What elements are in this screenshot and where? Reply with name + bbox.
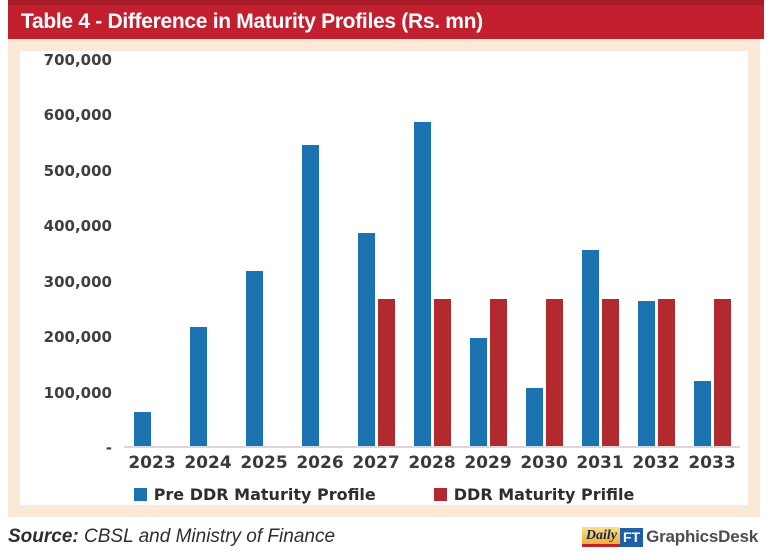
x-tick-label-2027: 2027 bbox=[352, 453, 400, 473]
chart-legend: Pre DDR Maturity Profile DDR Maturity Pri… bbox=[20, 485, 748, 504]
chart-panel: 700,000 600,000 500,000 400,000 300,000 200,0… bbox=[8, 39, 760, 517]
bar-group-2030 bbox=[516, 60, 572, 446]
title-bar: Table 4 - Difference in Maturity Profile… bbox=[8, 0, 764, 39]
y-tick-label: 700,000 bbox=[43, 51, 112, 69]
footer: Source: CBSL and Ministry of Finance Dai… bbox=[8, 517, 760, 557]
bar-2026-pre-ddr-maturity-profile bbox=[301, 145, 319, 446]
x-tick-label-2032: 2032 bbox=[632, 453, 680, 473]
bar-2025-pre-ddr-maturity-profile bbox=[245, 270, 263, 446]
source-line: Source: CBSL and Ministry of Finance bbox=[8, 526, 335, 548]
bar-group-2033 bbox=[684, 60, 740, 446]
bars-2033 bbox=[693, 60, 731, 446]
bar-2029-pre-ddr-maturity-profile bbox=[469, 338, 487, 446]
x-tick-label-2026: 2026 bbox=[296, 453, 344, 473]
daily-logo-badge: Daily bbox=[581, 527, 620, 547]
y-tick-label: 200,000 bbox=[43, 328, 112, 347]
x-tick-label-2025: 2025 bbox=[240, 453, 288, 473]
y-axis-labels: 700,000 600,000 500,000 400,000 300,000 200,0… bbox=[26, 51, 112, 457]
chart-title: Table 4 - Difference in Maturity Profile… bbox=[21, 10, 483, 33]
bars-2030 bbox=[525, 60, 563, 446]
bar-group-2025 bbox=[236, 60, 292, 446]
bar-group-2027 bbox=[348, 60, 404, 446]
bar-2032-ddr-maturity-prifile bbox=[657, 299, 675, 446]
bar-2030-ddr-maturity-prifile bbox=[545, 299, 563, 446]
bars-2025 bbox=[245, 60, 283, 446]
bar-groups bbox=[124, 60, 740, 446]
chart-canvas: 700,000 600,000 500,000 400,000 300,000 200,0… bbox=[20, 51, 748, 505]
bar-group-2023 bbox=[124, 60, 180, 446]
legend-label: DDR Maturity Prifile bbox=[453, 485, 635, 504]
bar-2024-pre-ddr-maturity-profile bbox=[189, 327, 207, 446]
legend-swatch-icon bbox=[433, 488, 447, 501]
bar-2032-pre-ddr-maturity-profile bbox=[637, 300, 655, 446]
graphicsdesk-label: GraphicsDesk bbox=[646, 527, 758, 546]
bar-2029-ddr-maturity-prifile bbox=[489, 299, 507, 446]
bar-2027-pre-ddr-maturity-profile bbox=[357, 232, 375, 446]
x-tick-label-2028: 2028 bbox=[408, 453, 456, 473]
legend-item-ddr-maturity-prifile: DDR Maturity Prifile bbox=[433, 485, 635, 504]
bars-2024 bbox=[189, 60, 227, 446]
ft-logo-badge: FT bbox=[619, 527, 644, 547]
bar-group-2032 bbox=[628, 60, 684, 446]
bar-group-2024 bbox=[180, 60, 236, 446]
bar-group-2028 bbox=[404, 60, 460, 446]
y-tick-label: - bbox=[105, 439, 112, 457]
bars-2026 bbox=[301, 60, 339, 446]
dailyft-graphicsdesk-logo: Daily FT GraphicsDesk bbox=[581, 527, 760, 547]
bar-group-2031 bbox=[572, 60, 628, 446]
x-tick-label-2030: 2030 bbox=[520, 453, 568, 473]
bar-2028-pre-ddr-maturity-profile bbox=[413, 122, 431, 446]
legend-label: Pre DDR Maturity Profile bbox=[153, 485, 376, 504]
x-axis-labels: 2023 2024 2025 2026 2027 2028 2029 2030 2031 2032… bbox=[124, 453, 740, 473]
bar-2027-ddr-maturity-prifile bbox=[377, 299, 395, 446]
bars-2023 bbox=[133, 60, 171, 446]
bar-2030-pre-ddr-maturity-profile bbox=[525, 387, 543, 446]
x-tick-label-2033: 2033 bbox=[688, 453, 736, 473]
bar-2028-ddr-maturity-prifile bbox=[433, 299, 451, 446]
bars-2031 bbox=[581, 60, 619, 446]
bar-2033-ddr-maturity-prifile bbox=[713, 299, 731, 446]
bars-2032 bbox=[637, 60, 675, 446]
bars-2027 bbox=[357, 60, 395, 446]
bars-2029 bbox=[469, 60, 507, 446]
x-tick-label-2023: 2023 bbox=[128, 453, 176, 473]
bar-2031-pre-ddr-maturity-profile bbox=[581, 250, 599, 446]
y-tick-label: 600,000 bbox=[43, 106, 112, 125]
legend-item-pre-ddr-maturity-profile: Pre DDR Maturity Profile bbox=[133, 485, 376, 504]
bar-2031-ddr-maturity-prifile bbox=[601, 299, 619, 446]
legend-swatch-icon bbox=[133, 488, 147, 501]
bar-2033-pre-ddr-maturity-profile bbox=[693, 380, 711, 446]
source-label: Source: bbox=[8, 526, 79, 547]
y-tick-label: 400,000 bbox=[43, 217, 112, 236]
source-text: CBSL and Ministry of Finance bbox=[78, 526, 336, 547]
bars-2028 bbox=[413, 60, 451, 446]
bar-2023-pre-ddr-maturity-profile bbox=[133, 411, 151, 446]
bar-group-2026 bbox=[292, 60, 348, 446]
y-tick-label: 300,000 bbox=[43, 272, 112, 291]
plot-area bbox=[124, 60, 740, 448]
x-tick-label-2024: 2024 bbox=[184, 453, 232, 473]
x-tick-label-2031: 2031 bbox=[576, 453, 624, 473]
bar-group-2029 bbox=[460, 60, 516, 446]
x-tick-label-2029: 2029 bbox=[464, 453, 512, 473]
y-tick-label: 100,000 bbox=[43, 383, 112, 402]
y-tick-label: 500,000 bbox=[43, 161, 112, 180]
